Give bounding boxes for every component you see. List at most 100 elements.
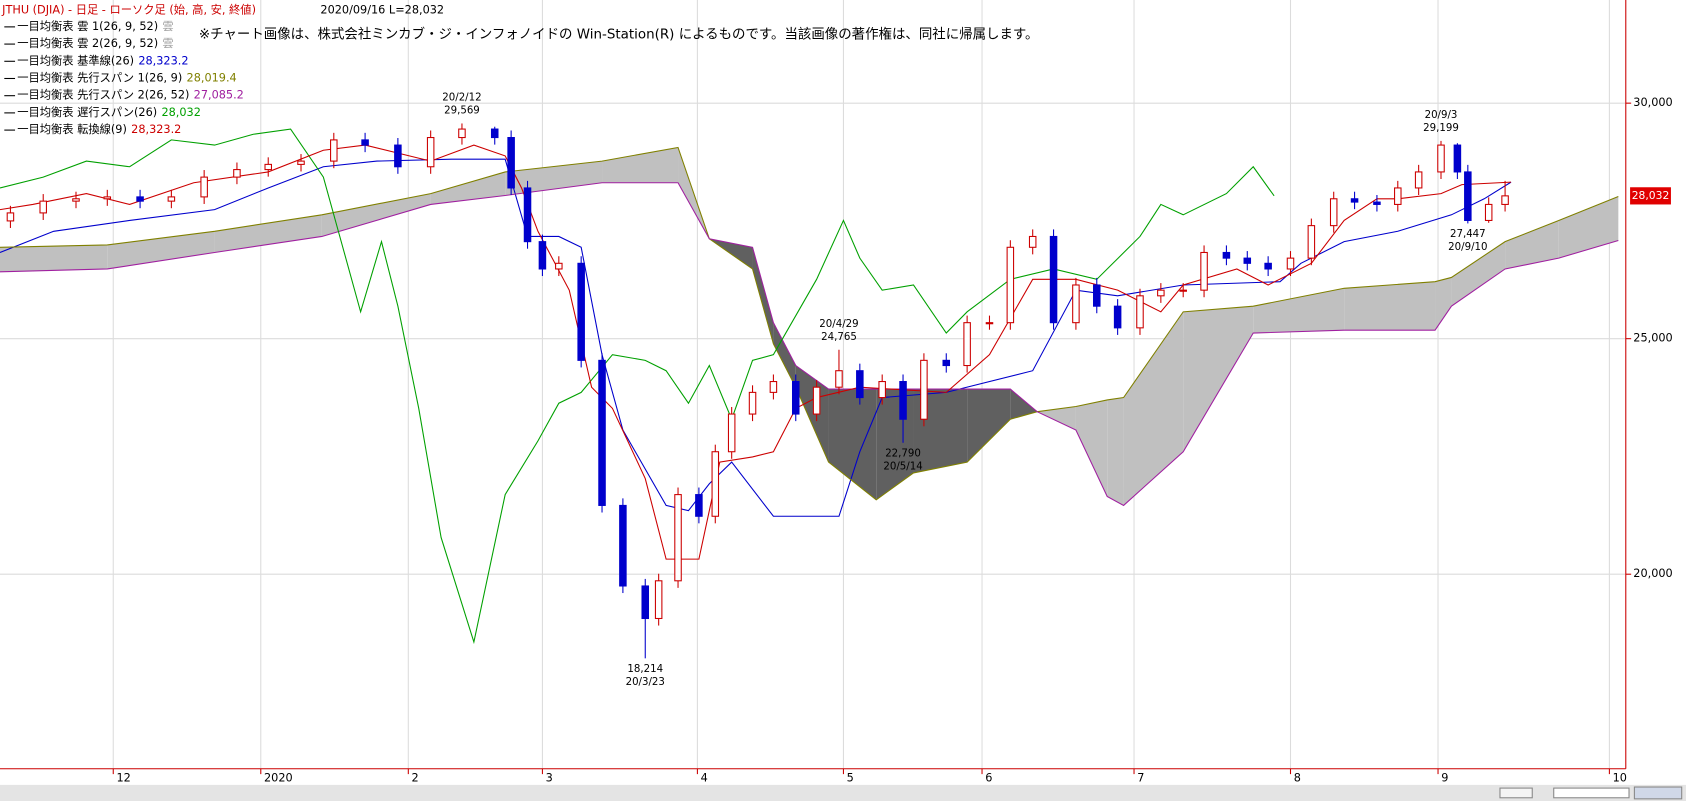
legend-value: 雲: [162, 20, 173, 33]
x-tick-label: 3: [546, 771, 553, 784]
legend-entry: 一目均衡表 基準線(26) 28,323.2: [17, 53, 188, 67]
legend-value: 雲: [162, 37, 173, 50]
candle-body: [1307, 225, 1316, 259]
legend-entry: 一目均衡表 先行スパン 1(26, 9) 28,019.4: [17, 70, 236, 84]
x-tick-label: 9: [1441, 771, 1448, 784]
cloud-segment: [430, 171, 506, 205]
candle-body: [1006, 246, 1015, 324]
cloud-segment: [1558, 196, 1619, 259]
annotation-label: 20/4/29: [819, 319, 858, 330]
annotation-label: 18,214: [627, 664, 663, 675]
cloud-segment: [1505, 220, 1559, 269]
candle-body: [1028, 235, 1037, 248]
x-tick-label: 2020: [264, 771, 293, 784]
candle-body: [878, 381, 886, 399]
candle-body: [654, 580, 663, 620]
annotation-label: 20/9/3: [1425, 110, 1458, 121]
cloud-segment: [214, 214, 322, 253]
scrollbar[interactable]: [0, 784, 1686, 801]
annotation-label: 20/5/14: [883, 461, 922, 472]
cloud-segment: [967, 389, 1011, 463]
cloud-segment: [1107, 397, 1124, 506]
legend-name: 一目均衡表 遅行スパン(26): [17, 105, 157, 119]
legend-name: 一目均衡表 雲 1(26, 9, 52): [17, 19, 158, 33]
candle-body: [1200, 251, 1208, 291]
candle-body: [1453, 144, 1462, 173]
candle-body: [674, 494, 682, 582]
label-layer: 20/2/12 29,569 18,214 20/3/23 20/4/29 24,765 2…: [442, 93, 1487, 688]
candle-body: [490, 128, 499, 139]
cloud-segment: [107, 231, 215, 269]
candle-body: [330, 139, 338, 162]
x-tick-label: 10: [1613, 771, 1627, 784]
cloud-segment: [1344, 281, 1436, 331]
chart-subtitle: 2020/09/16 L=28,032: [320, 4, 444, 17]
cloud-segment: [1010, 389, 1038, 420]
y-tick-label: 30,000: [1633, 96, 1672, 109]
zoom-buttons[interactable]: [1633, 786, 1683, 800]
candle-layer: [6, 123, 1509, 659]
zoom-slider[interactable]: [1553, 787, 1630, 799]
candle-body: [1394, 187, 1402, 205]
candle-body: [835, 370, 843, 388]
cloud-segment: [1435, 277, 1452, 331]
cloud-segment: [1037, 406, 1076, 431]
candle-body: [619, 504, 627, 587]
annotation-label: 20/3/23: [626, 677, 665, 688]
candle-body: [1484, 203, 1493, 221]
annotation-label: 29,199: [1423, 123, 1459, 134]
candle-body: [1113, 305, 1122, 329]
candle-body: [1049, 235, 1058, 324]
scroll-thumb[interactable]: [1499, 787, 1533, 799]
candle-body: [1072, 284, 1080, 324]
candle-body: [458, 128, 466, 139]
indicator-line: [0, 128, 1275, 645]
cloud-segment: [828, 389, 877, 500]
candle-body: [39, 200, 47, 214]
candle-body: [1264, 262, 1272, 270]
candle-body: [1286, 257, 1295, 270]
legend-name: 一目均衡表 転換線(9): [17, 122, 127, 136]
cloud-segment: [1075, 399, 1108, 497]
candle-body: [942, 359, 951, 367]
candle-body: [538, 241, 547, 270]
x-tick-label: 8: [1294, 771, 1301, 784]
cloud-segment: [0, 244, 108, 272]
legend-name: 一目均衡表 基準線(26): [17, 53, 134, 67]
candle-body: [136, 196, 144, 202]
candle-body: [103, 196, 112, 200]
candle-body: [812, 386, 821, 415]
annotation-label: 27,447: [1450, 229, 1486, 240]
candle-body: [920, 359, 928, 420]
legend-value: 28,032: [161, 106, 200, 119]
legend-value: 28,323.2: [138, 54, 188, 67]
candle-body: [200, 176, 208, 198]
candle-body: [856, 370, 864, 399]
cloud-segment: [1451, 241, 1506, 307]
candle-body: [769, 381, 778, 393]
legend-value: 27,085.2: [194, 89, 244, 102]
candle-body: [641, 585, 650, 620]
candle-body: [394, 144, 402, 168]
annotation-label: 24,765: [821, 332, 857, 343]
candle-body: [985, 322, 994, 325]
chart-title: JTHU (DJIA) - 日足 - ローソク足 (始, 高, 安, 終値): [1, 3, 256, 17]
indicator-line: [0, 146, 1619, 501]
x-tick-label: 6: [985, 771, 992, 784]
legend-entry: 一目均衡表 雲 2(26, 9, 52) 雲: [17, 36, 173, 50]
candle-body: [1179, 289, 1187, 292]
indicator-line: [0, 182, 1619, 507]
candle-body: [1414, 171, 1423, 189]
legend-entry: 一目均衡表 雲 1(26, 9, 52) 雲: [17, 19, 173, 33]
candle-body: [577, 262, 585, 361]
candle-body: [167, 196, 176, 202]
candle-body: [695, 494, 703, 517]
annotation-label: 20/9/10: [1448, 242, 1487, 253]
candle-body: [1157, 289, 1165, 297]
y-tick-label: 25,000: [1633, 332, 1672, 345]
candle-body: [598, 359, 606, 506]
candle-body: [1222, 251, 1231, 259]
candle-body: [523, 187, 532, 243]
cloud-segment: [773, 322, 796, 388]
